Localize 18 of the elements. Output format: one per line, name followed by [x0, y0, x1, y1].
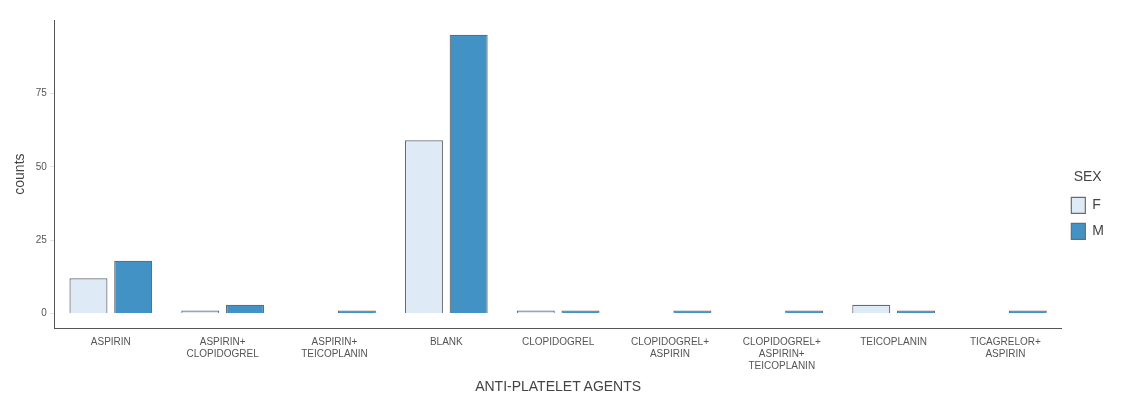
- y-tick-label: 25: [35, 233, 48, 245]
- x-tick-label: TICAGRELOR+ASPIRIN: [970, 335, 1042, 359]
- x-tick-label: CLOPIDOGREL+ASPIRIN: [630, 335, 710, 359]
- legend-label: M: [1092, 222, 1105, 239]
- x-axis-title: ANTI-PLATELET AGENTS: [475, 378, 642, 395]
- x-tick-label: ASPIRIN+CLOPIDOGREL: [186, 335, 260, 359]
- x-tick-label: TEICOPLANIN: [860, 335, 927, 347]
- x-tick-label: CLOPIDOGREL+ASPIRIN+TEICOPLANIN: [742, 335, 821, 371]
- y-tick-label: 75: [35, 87, 48, 99]
- y-tick-label: 0: [41, 307, 48, 319]
- x-tick-label: ASPIRIN: [90, 335, 131, 347]
- x-tick-label: ASPIRIN+TEICOPLANIN: [301, 335, 368, 359]
- x-tick-label: BLANK: [429, 335, 464, 347]
- legend-title: SEX: [1073, 168, 1103, 185]
- legend-label: F: [1092, 196, 1101, 213]
- y-tick-label: 50: [35, 160, 48, 172]
- y-axis-title: counts: [11, 153, 28, 195]
- x-tick-label: CLOPIDOGREL: [522, 335, 595, 347]
